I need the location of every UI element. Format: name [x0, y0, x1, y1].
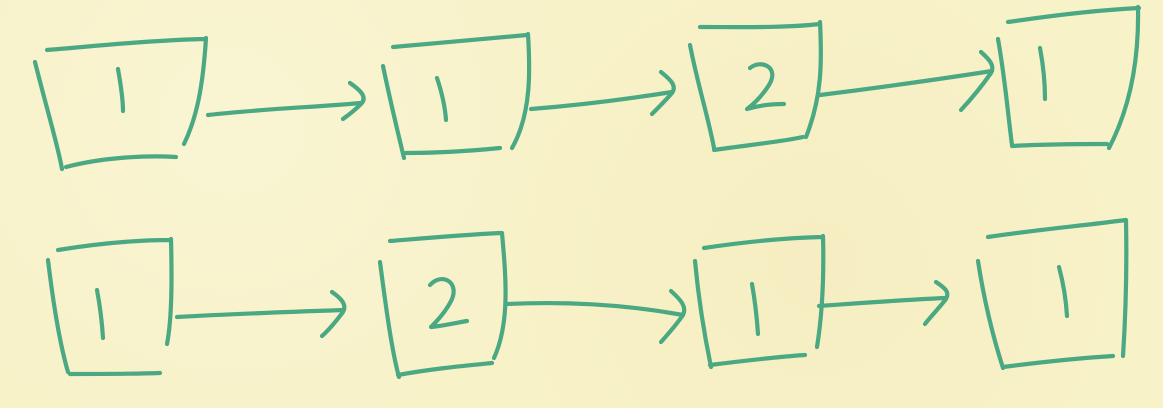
arrow-line — [205, 100, 364, 118]
node-box: 1 — [692, 233, 826, 370]
arrow-line — [174, 307, 346, 320]
node-box: 1 — [995, 4, 1142, 151]
digit-one-stroke — [115, 66, 126, 114]
digit-one-stroke — [1056, 264, 1070, 319]
arrow — [817, 49, 995, 113]
arrow-head — [340, 80, 366, 122]
node-value: 1 — [752, 307, 753, 309]
digit-two-stroke — [427, 277, 470, 330]
arrow — [205, 80, 366, 122]
node-value: 1 — [118, 89, 119, 91]
row-2: 1 2 1 — [45, 217, 1129, 380]
node-value: 1 — [438, 99, 439, 101]
node-box: 1 — [380, 31, 532, 161]
arrow-head — [958, 49, 995, 113]
arrow-head — [319, 289, 347, 339]
node-value: 1 — [1060, 285, 1061, 287]
node-value: 2 — [752, 89, 753, 91]
digit-one-stroke — [749, 281, 761, 337]
arrow-line — [817, 68, 995, 98]
node-box: 1 — [45, 236, 174, 377]
arrow — [174, 289, 347, 339]
node-box: 2 — [687, 19, 824, 153]
arrow-line — [528, 89, 675, 112]
arrow-head — [658, 288, 687, 345]
arrow — [816, 279, 950, 327]
node-value: 2 — [432, 305, 433, 307]
row-1: 1 1 2 — [32, 4, 1142, 172]
node-value: 1 — [1040, 69, 1041, 71]
arrow — [528, 69, 676, 117]
digit-one-stroke — [1037, 45, 1048, 102]
arrow-head — [649, 69, 676, 117]
node-value: 1 — [97, 311, 98, 313]
digit-one-stroke — [94, 287, 106, 341]
arrow-line — [504, 300, 686, 318]
digit-one-stroke — [434, 75, 449, 123]
node-box: 1 — [32, 35, 209, 172]
node-box: 1 — [975, 217, 1129, 371]
arrow-head — [922, 279, 950, 327]
digit-two-stroke — [744, 62, 787, 112]
node-box: 2 — [377, 230, 508, 380]
arrow-line — [816, 295, 948, 309]
arrow — [504, 288, 687, 345]
